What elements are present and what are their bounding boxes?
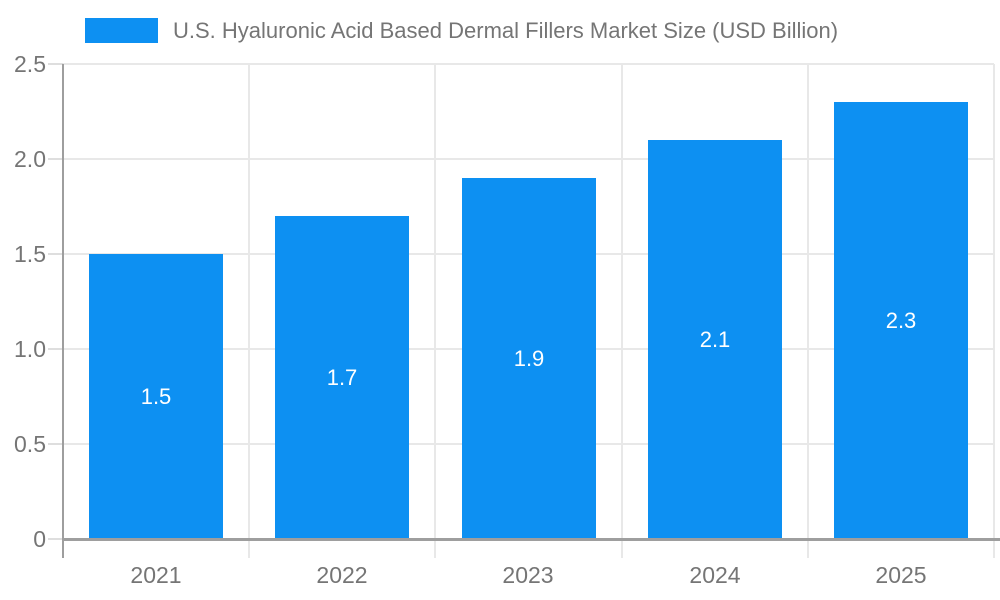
gridline-vertical-2: [434, 64, 436, 558]
legend[interactable]: U.S. Hyaluronic Acid Based Dermal Filler…: [85, 18, 838, 43]
y-tick-label-0: 0: [33, 526, 46, 552]
bar-value-label-2022: 1.7: [326, 364, 358, 390]
y-tick-mark-0-5: [48, 443, 63, 445]
gridline-vertical-5: [993, 64, 995, 558]
bar-value-label-2024: 2.1: [699, 326, 731, 352]
y-axis-line: [62, 64, 64, 558]
gridline-vertical-1: [248, 64, 250, 558]
gridline-vertical-3: [621, 64, 623, 558]
bar-value-label-2021: 1.5: [140, 383, 172, 409]
y-tick-mark-1-5: [48, 253, 63, 255]
y-tick-label-2-5: 2.5: [14, 51, 46, 77]
y-tick-label-1-5: 1.5: [14, 241, 46, 267]
x-tick-label-2024: 2024: [689, 562, 741, 588]
y-tick-mark-1-0: [48, 348, 63, 350]
x-tick-label-2023: 2023: [502, 562, 554, 588]
y-tick-label-2-0: 2.0: [14, 146, 46, 172]
zero-line: [62, 538, 1000, 541]
gridline-horizontal-2-5: [63, 63, 994, 65]
y-tick-label-0-5: 0.5: [14, 431, 46, 457]
bar-value-label-2023: 1.9: [513, 345, 545, 371]
legend-swatch[interactable]: [85, 18, 158, 43]
x-tick-label-2021: 2021: [130, 562, 182, 588]
gridline-vertical-4: [807, 64, 809, 558]
x-tick-label-2022: 2022: [316, 562, 368, 588]
bar-2022[interactable]: 1.7: [275, 216, 409, 539]
bar-value-label-2025: 2.3: [885, 307, 917, 333]
chart-title: U.S. Hyaluronic Acid Based Dermal Filler…: [173, 18, 839, 43]
bar-2023[interactable]: 1.9: [462, 178, 596, 539]
x-tick-label-2025: 2025: [875, 562, 927, 588]
y-tick-mark-2-5: [48, 63, 63, 65]
bar-2021[interactable]: 1.5: [89, 254, 223, 539]
y-tick-mark-0: [48, 538, 63, 540]
y-tick-label-1-0: 1.0: [14, 336, 46, 362]
gridline-horizontal-2-0: [63, 158, 994, 160]
bar-2025[interactable]: 2.3: [834, 102, 968, 539]
bar-2024[interactable]: 2.1: [648, 140, 782, 539]
y-tick-mark-2-0: [48, 158, 63, 160]
